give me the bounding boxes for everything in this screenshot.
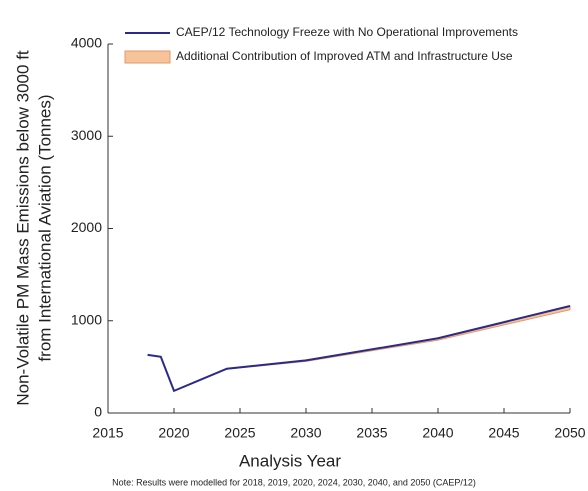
- y-axis-label: Non-Volatile PM Mass Emissions below 300…: [13, 50, 32, 406]
- x-tick-label: 2030: [290, 425, 321, 441]
- x-tick-label: 2035: [356, 425, 387, 441]
- x-tick-label: 2020: [158, 425, 189, 441]
- y-axis-label: from International Aviation (Tonnes): [35, 94, 54, 361]
- y-tick-label: 4000: [71, 35, 102, 51]
- y-tick-label: 2000: [71, 219, 102, 235]
- legend-swatch: [124, 50, 171, 64]
- note: Note: Results were modelled for 2018, 20…: [112, 477, 476, 487]
- x-axis-label: Analysis Year: [239, 451, 341, 470]
- x-tick-label: 2040: [422, 425, 453, 441]
- x-tick-label: 2025: [224, 425, 255, 441]
- legend-label: CAEP/12 Technology Freeze with No Operat…: [176, 25, 518, 39]
- legend-label: Additional Contribution of Improved ATM …: [176, 49, 513, 63]
- y-tick-label: 0: [94, 404, 102, 420]
- x-tick-label: 2045: [488, 425, 519, 441]
- contribution-band: [147, 305, 571, 392]
- line: [147, 305, 571, 393]
- x-tick-label: 2015: [92, 425, 123, 441]
- x-tick-label: 2050: [554, 425, 585, 441]
- y-tick-label: 1000: [71, 311, 102, 327]
- y-tick-label: 3000: [71, 127, 102, 143]
